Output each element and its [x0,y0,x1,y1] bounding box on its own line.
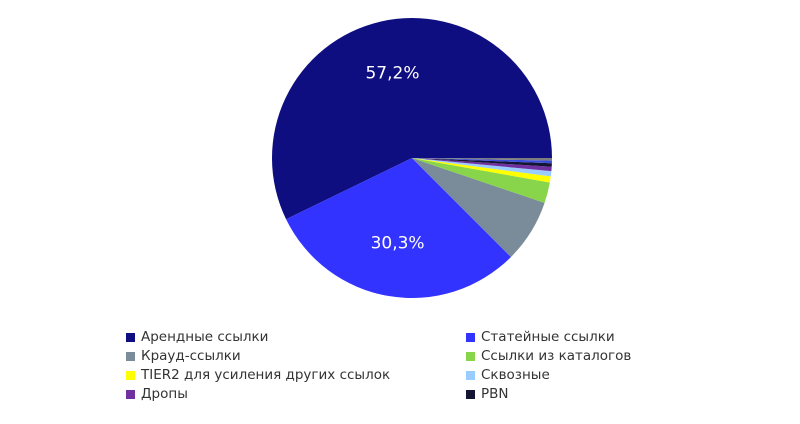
pie-slice-3 [412,158,550,203]
pie-data-labels: 57,2% 30,3% [365,63,424,253]
pie-slice-6 [412,158,552,172]
pie-slice-1 [286,158,511,298]
pie-slice-5 [412,158,552,177]
pie-slice-9 [412,158,553,161]
pie-slice-0 [272,18,552,220]
pie-slice-7 [412,158,552,167]
data-label-1: 30,3% [371,234,425,254]
pie-slice-8 [412,158,552,164]
data-label-0: 57,2% [365,63,419,83]
pie-slice-2 [412,158,545,257]
pie-slices [272,18,553,298]
pie-slice-4 [412,158,551,183]
